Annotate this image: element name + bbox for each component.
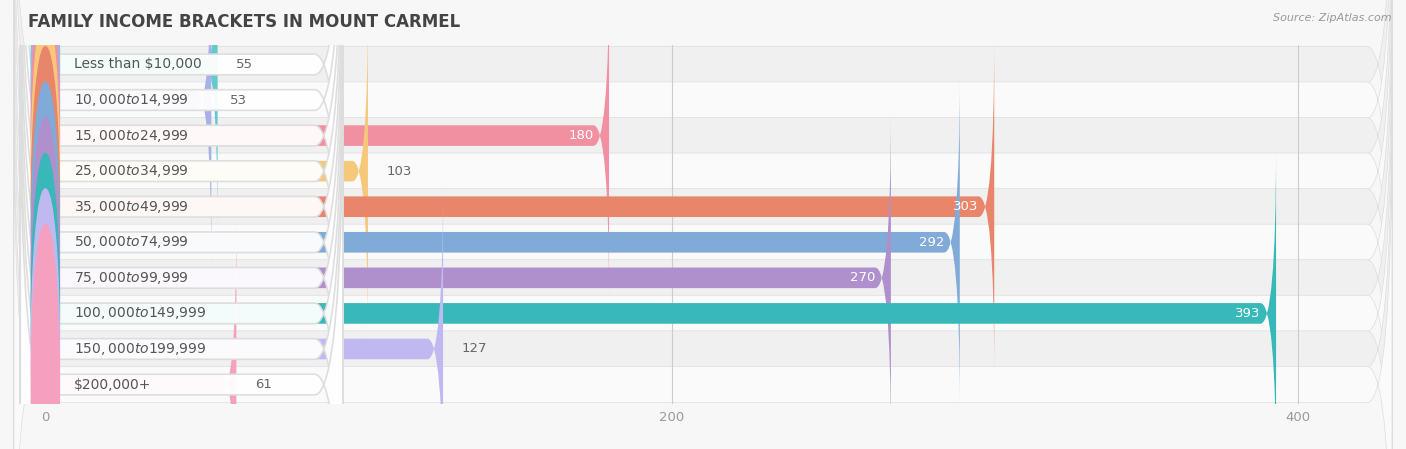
Text: 303: 303 bbox=[953, 200, 979, 213]
Text: 61: 61 bbox=[256, 378, 273, 391]
Text: 55: 55 bbox=[236, 58, 253, 71]
FancyBboxPatch shape bbox=[45, 4, 368, 339]
FancyBboxPatch shape bbox=[20, 0, 343, 449]
Text: $50,000 to $74,999: $50,000 to $74,999 bbox=[73, 234, 188, 250]
FancyBboxPatch shape bbox=[14, 0, 1392, 331]
FancyBboxPatch shape bbox=[20, 0, 343, 449]
Text: 103: 103 bbox=[387, 165, 412, 178]
FancyBboxPatch shape bbox=[14, 0, 1392, 437]
Text: $200,000+: $200,000+ bbox=[73, 378, 150, 392]
Text: 127: 127 bbox=[463, 343, 488, 356]
Text: $150,000 to $199,999: $150,000 to $199,999 bbox=[73, 341, 207, 357]
FancyBboxPatch shape bbox=[45, 0, 218, 232]
Text: 292: 292 bbox=[918, 236, 945, 249]
Circle shape bbox=[31, 11, 59, 331]
Circle shape bbox=[31, 118, 59, 438]
Circle shape bbox=[31, 224, 59, 449]
FancyBboxPatch shape bbox=[14, 0, 1392, 449]
FancyBboxPatch shape bbox=[20, 0, 343, 449]
Circle shape bbox=[31, 82, 59, 402]
FancyBboxPatch shape bbox=[14, 118, 1392, 449]
Circle shape bbox=[31, 47, 59, 367]
Text: Less than $10,000: Less than $10,000 bbox=[73, 57, 201, 71]
FancyBboxPatch shape bbox=[45, 110, 891, 445]
FancyBboxPatch shape bbox=[20, 0, 343, 445]
Text: $25,000 to $34,999: $25,000 to $34,999 bbox=[73, 163, 188, 179]
Text: $35,000 to $49,999: $35,000 to $49,999 bbox=[73, 199, 188, 215]
FancyBboxPatch shape bbox=[14, 0, 1392, 449]
Text: 53: 53 bbox=[231, 93, 247, 106]
FancyBboxPatch shape bbox=[14, 0, 1392, 366]
FancyBboxPatch shape bbox=[45, 75, 960, 410]
Text: 180: 180 bbox=[568, 129, 593, 142]
Circle shape bbox=[31, 189, 59, 449]
FancyBboxPatch shape bbox=[45, 217, 236, 449]
Text: FAMILY INCOME BRACKETS IN MOUNT CARMEL: FAMILY INCOME BRACKETS IN MOUNT CARMEL bbox=[28, 13, 460, 31]
Text: 270: 270 bbox=[849, 271, 875, 284]
FancyBboxPatch shape bbox=[20, 0, 343, 449]
Text: $75,000 to $99,999: $75,000 to $99,999 bbox=[73, 270, 188, 286]
Circle shape bbox=[31, 0, 59, 224]
FancyBboxPatch shape bbox=[20, 4, 343, 449]
FancyBboxPatch shape bbox=[45, 39, 994, 374]
FancyBboxPatch shape bbox=[20, 75, 343, 449]
Text: $15,000 to $24,999: $15,000 to $24,999 bbox=[73, 128, 188, 144]
Text: $100,000 to $149,999: $100,000 to $149,999 bbox=[73, 305, 207, 321]
FancyBboxPatch shape bbox=[20, 39, 343, 449]
FancyBboxPatch shape bbox=[14, 83, 1392, 449]
FancyBboxPatch shape bbox=[45, 0, 211, 268]
FancyBboxPatch shape bbox=[14, 47, 1392, 449]
FancyBboxPatch shape bbox=[14, 12, 1392, 449]
Text: $10,000 to $14,999: $10,000 to $14,999 bbox=[73, 92, 188, 108]
FancyBboxPatch shape bbox=[20, 0, 343, 374]
Text: 393: 393 bbox=[1234, 307, 1260, 320]
Text: Source: ZipAtlas.com: Source: ZipAtlas.com bbox=[1274, 13, 1392, 23]
FancyBboxPatch shape bbox=[45, 146, 1277, 449]
Circle shape bbox=[31, 154, 59, 449]
FancyBboxPatch shape bbox=[14, 0, 1392, 402]
FancyBboxPatch shape bbox=[45, 0, 609, 303]
Circle shape bbox=[31, 0, 59, 260]
FancyBboxPatch shape bbox=[20, 0, 343, 410]
FancyBboxPatch shape bbox=[45, 181, 443, 449]
Circle shape bbox=[31, 0, 59, 295]
